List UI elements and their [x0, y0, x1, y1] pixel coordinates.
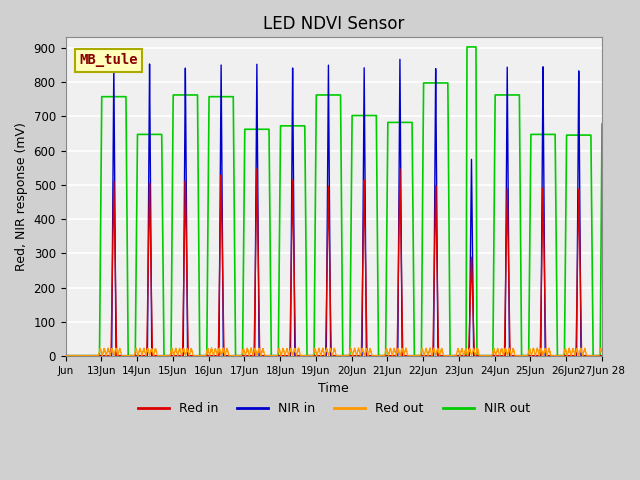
X-axis label: Time: Time: [318, 382, 349, 395]
Y-axis label: Red, NIR response (mV): Red, NIR response (mV): [15, 122, 28, 271]
Legend: Red in, NIR in, Red out, NIR out: Red in, NIR in, Red out, NIR out: [132, 397, 535, 420]
Text: MB_tule: MB_tule: [79, 53, 138, 68]
Title: LED NDVI Sensor: LED NDVI Sensor: [263, 15, 404, 33]
